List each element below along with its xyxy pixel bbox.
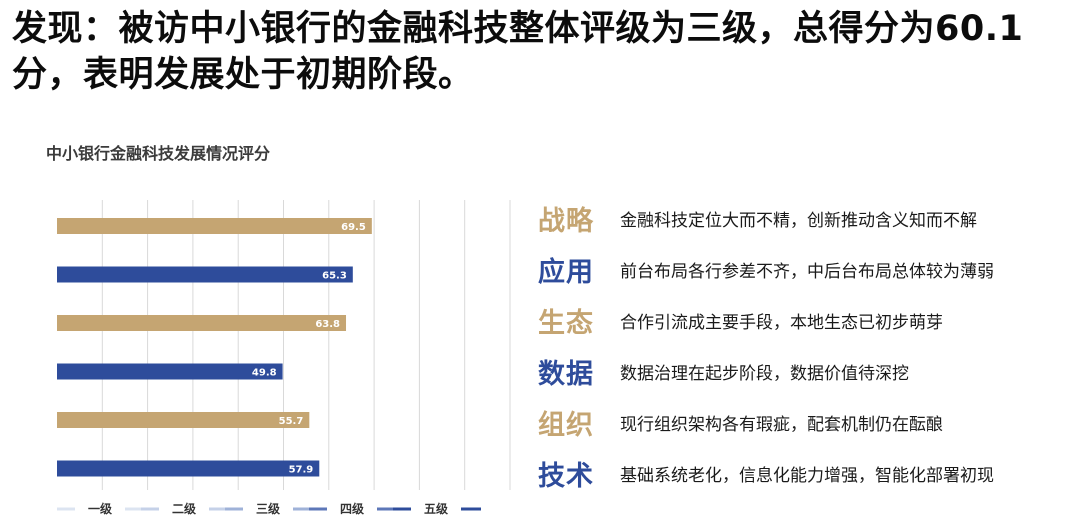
finding-row-organization: 组织 现行组织架构各有瑕疵，配套机制仍在酝酿: [538, 400, 943, 444]
finding-category: 战略: [538, 205, 594, 237]
finding-text: 合作引流成主要手段，本地生态已初步萌芽: [620, 312, 943, 333]
finding-row-strategy: 战略 金融科技定位大而不精，创新推动含义知而不解: [538, 196, 977, 240]
finding-text: 现行组织架构各有瑕疵，配套机制仍在酝酿: [620, 414, 943, 435]
chart-title: 中小银行金融科技发展情况评分: [46, 144, 271, 163]
level-label: 四级: [340, 501, 364, 516]
finding-row-data: 数据 数据治理在起步阶段，数据价值待深挖: [538, 349, 909, 393]
level-label: 五级: [424, 501, 448, 516]
page-headline: 发现：被访中小银行的金融科技整体评级为三级，总得分为60.1分，表明发展处于初期…: [12, 9, 1024, 95]
finding-category: 生态: [538, 307, 594, 339]
bar-value-label: 69.5: [341, 222, 366, 233]
bar-value-label: 57.9: [289, 465, 314, 476]
bar-value-label: 65.3: [322, 271, 347, 282]
finding-category: 应用: [538, 256, 594, 288]
finding-category: 组织: [538, 409, 594, 441]
finding-category: 技术: [538, 460, 594, 492]
bar: [57, 460, 320, 477]
finding-category: 数据: [538, 358, 594, 390]
finding-row-application: 应用 前台布局各行参差不齐，中后台布局总体较为薄弱: [538, 247, 994, 291]
finding-row-ecosystem: 生态 合作引流成主要手段，本地生态已初步萌芽: [538, 298, 943, 342]
finding-text: 数据治理在起步阶段，数据价值待深挖: [620, 363, 909, 384]
bar: [57, 363, 283, 380]
bar: [57, 218, 372, 234]
bar: [57, 412, 310, 428]
finding-text: 金融科技定位大而不精，创新推动含义知而不解: [620, 210, 977, 231]
finding-text: 基础系统老化，信息化能力增强，智能化部署初现: [620, 465, 994, 486]
bar-value-label: 55.7: [279, 416, 304, 427]
finding-row-technology: 技术 基础系统老化，信息化能力增强，智能化部署初现: [538, 451, 994, 495]
bar-value-label: 63.8: [315, 319, 340, 330]
bar-value-label: 49.8: [252, 368, 277, 379]
bar: [57, 266, 353, 283]
level-label: 一级: [88, 501, 112, 516]
score-bar-chart: 69.5 65.3 63.8 49.8 55.7 57.9 一级 二级 三级 四级 五级: [57, 200, 511, 516]
finding-text: 前台布局各行参差不齐，中后台布局总体较为薄弱: [620, 261, 994, 282]
bar: [57, 315, 347, 331]
level-label: 二级: [172, 501, 196, 516]
level-label: 三级: [256, 501, 280, 516]
